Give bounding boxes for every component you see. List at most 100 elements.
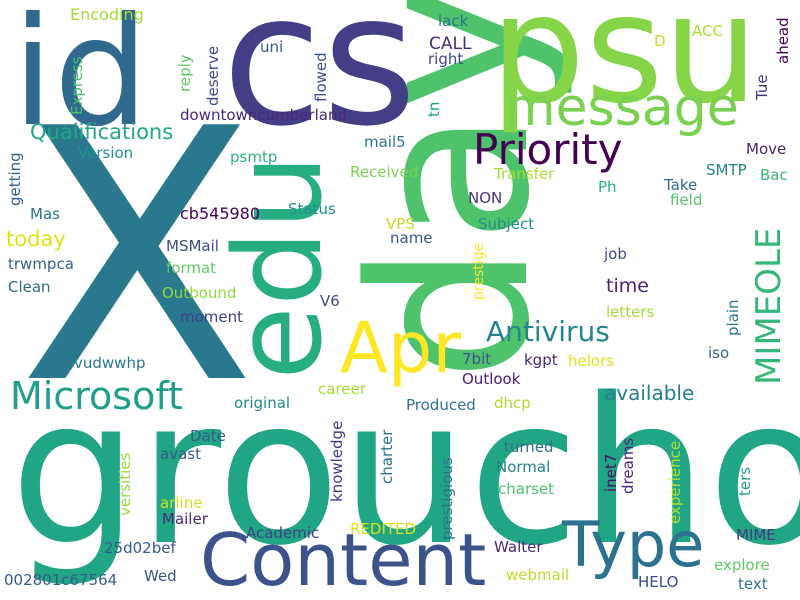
word-vudwwhp: vudwwhp	[74, 354, 146, 372]
word-non: NON	[468, 189, 503, 207]
word-take: Take	[664, 176, 698, 194]
word-outbound: Outbound	[162, 284, 237, 302]
word-helo: HELO	[638, 573, 679, 591]
word-edu: edu	[210, 153, 349, 380]
word-experience: experience	[666, 440, 684, 524]
word-name: name	[390, 229, 433, 247]
word-bac: Bac	[760, 166, 788, 184]
word-psmtp: psmtp	[230, 148, 278, 166]
word-inet7: inet7	[602, 453, 620, 492]
word-lack: lack	[438, 12, 469, 30]
word-prestigious: prestigious	[438, 457, 456, 540]
word-ph: Ph	[598, 178, 617, 196]
word-groucho: groucho	[10, 354, 800, 590]
word-call: CALL	[429, 34, 472, 54]
word-turned: turned	[504, 438, 554, 456]
word-kgpt: kgpt	[524, 351, 558, 369]
word-smtp: SMTP	[706, 161, 747, 179]
word-mail5: mail5	[364, 133, 406, 151]
word-25d02bef: 25d02bef	[104, 539, 176, 557]
word-arline: arline	[160, 494, 203, 512]
word-prestige: prestige	[471, 242, 487, 300]
word-time: time	[606, 275, 649, 297]
word-received: Received	[350, 163, 419, 181]
word-x: X	[18, 56, 257, 461]
word-microsoft: Microsoft	[10, 374, 183, 418]
word-tue: Tue	[753, 74, 771, 100]
word-webmail: webmail	[506, 566, 570, 584]
word-normal: Normal	[496, 458, 551, 476]
word-id: id	[12, 0, 149, 160]
word-7bit: 7bit	[462, 350, 492, 368]
word-msmail: MSMail	[166, 237, 219, 255]
word-apr: Apr	[340, 307, 462, 389]
word-cs: cs	[222, 0, 417, 166]
word-deserve: deserve	[204, 45, 222, 106]
word-field: field	[670, 191, 703, 209]
word-versities: versities	[116, 452, 134, 516]
word-redited: REDITED	[350, 520, 417, 538]
word-antivirus: Antivirus	[486, 315, 610, 348]
word-iso: iso	[708, 344, 730, 362]
word-transfer: Transfer	[494, 165, 555, 183]
word-002801c67564: 002801c67564	[4, 571, 118, 589]
word-moment: moment	[180, 308, 244, 326]
word-getting: getting	[6, 152, 24, 206]
word-explore: explore	[714, 556, 770, 574]
word-letters: letters	[606, 303, 655, 321]
word-mas: Mas	[30, 205, 60, 223]
word-knowledge: knowledge	[328, 420, 346, 502]
word-today: today	[6, 227, 66, 251]
word-d: D	[654, 32, 666, 50]
word-charter: charter	[378, 429, 396, 484]
word-content: Content	[200, 518, 487, 600]
word-career: career	[318, 380, 366, 398]
word-original: original	[234, 394, 291, 412]
word-version: Version	[78, 144, 134, 162]
word-clean: Clean	[8, 278, 51, 296]
word-dhcp: dhcp	[494, 394, 531, 412]
word-job: job	[604, 245, 627, 263]
word-tn: tn	[425, 101, 443, 117]
word-uni: uni	[260, 38, 284, 56]
word-subject: Subject	[478, 215, 535, 233]
word-walter: Walter	[494, 538, 543, 556]
word-priority: Priority	[473, 125, 623, 174]
word-reply: reply	[176, 54, 194, 92]
word-express: Express	[68, 56, 86, 115]
word-message: message	[505, 78, 739, 138]
word-dreams: dreams	[619, 437, 637, 494]
word-available: available	[604, 381, 695, 405]
word-helors: helors	[568, 352, 615, 370]
word-mimeole: MIMEOLE	[749, 227, 789, 385]
word-v6: V6	[320, 292, 340, 310]
word-vps: VPS	[386, 215, 415, 233]
word-move: Move	[746, 140, 787, 158]
word-produced: Produced	[406, 396, 476, 414]
word-mailer: Mailer	[162, 510, 208, 528]
word-mime: MIME	[736, 526, 776, 544]
word-plain: plain	[724, 299, 742, 336]
word-downtowncumberland: downtowncumberland	[180, 106, 347, 124]
word-cb545980: cb545980	[180, 204, 261, 223]
word-status: Status	[288, 200, 336, 218]
word-right: right	[428, 50, 464, 68]
word-outlook: Outlook	[462, 370, 521, 388]
word-text: text	[738, 575, 768, 593]
word-type: Type	[562, 508, 705, 581]
word-charset: charset	[498, 480, 555, 498]
word-acc: ACC	[692, 22, 723, 40]
word-qualifications: Qualifications	[30, 120, 174, 144]
word-flowed: flowed	[312, 52, 330, 102]
word-ahead: ahead	[774, 17, 792, 64]
word-trwmpca: trwmpca	[8, 255, 74, 273]
word-encoding: Encoding	[70, 5, 144, 24]
word-wed: Wed	[144, 567, 177, 585]
word-ters: ters	[736, 466, 754, 496]
word-avast: avast	[160, 445, 201, 463]
word-date: Date	[190, 427, 226, 445]
word-format: format	[166, 259, 217, 277]
word-academic: Academic	[246, 524, 320, 542]
word-psu: psu	[490, 0, 759, 137]
